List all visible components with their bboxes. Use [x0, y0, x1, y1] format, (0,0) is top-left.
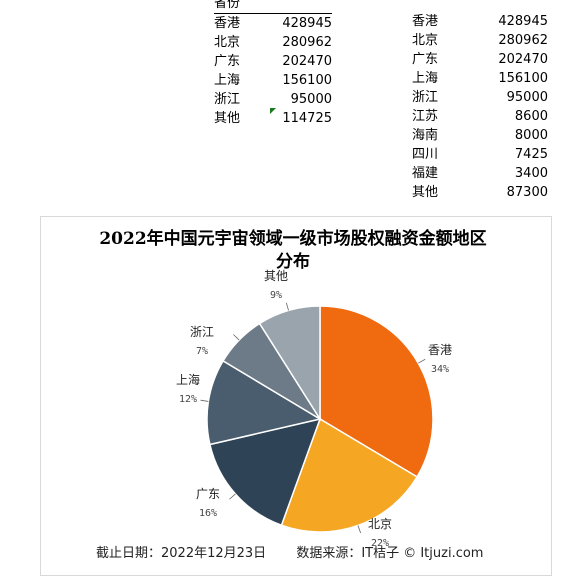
table-row: 四川 7425 — [412, 145, 548, 164]
table-row: 广东 202470 — [214, 52, 332, 71]
table-row: 浙江 95000 — [214, 90, 332, 109]
leader-line — [200, 399, 209, 402]
chart-title-line1: 2022年中国元宇宙领域一级市场股权融资金额地区 — [99, 229, 487, 249]
row-label: 浙江 — [412, 90, 439, 105]
left-data-table: 省份 香港 428945 北京 280962 广东 202470 上海 156100 浙江 950… — [214, 0, 332, 128]
row-label: 上海 — [214, 73, 241, 88]
row-value: 428945 — [282, 16, 332, 31]
row-value: 202470 — [282, 54, 332, 69]
table-row: 上海 156100 — [412, 69, 548, 88]
table-row: 海南 8000 — [412, 126, 548, 145]
row-label: 广东 — [214, 54, 241, 69]
pie-slice — [258, 305, 321, 422]
footer-date: 截止日期：2022年12月23日 — [96, 546, 267, 561]
table-row: 香港 428945 — [214, 14, 332, 33]
table-row: 其他 114725 — [214, 109, 332, 128]
row-label: 香港 — [412, 14, 439, 29]
slice-percent: 12% — [179, 394, 197, 405]
table-row: 福建 3400 — [412, 164, 548, 183]
leader-line — [229, 493, 236, 500]
row-value: 156100 — [282, 73, 332, 88]
row-value: 114725 — [282, 111, 332, 126]
table-row: 浙江 95000 — [412, 88, 548, 107]
slice-label: 广东 — [196, 487, 220, 501]
table-row: 香港 428945 — [412, 12, 548, 31]
footer-source: 数据来源：IT桔子 © Itjuzi.com — [296, 546, 484, 561]
slice-percent: 9% — [270, 290, 282, 301]
pie-slice — [319, 305, 434, 478]
row-value: 87300 — [506, 185, 548, 200]
right-data-table: 香港 428945 北京 280962 广东 202470 上海 156100 浙江 95000 江… — [412, 12, 548, 202]
table-row: 其他 87300 — [412, 183, 548, 202]
slice-label: 上海 — [176, 372, 200, 387]
row-value: 7425 — [514, 147, 548, 162]
leader-line — [418, 358, 426, 364]
table-row: 广东 202470 — [412, 50, 548, 69]
leader-line — [285, 302, 289, 311]
leader-line — [357, 525, 362, 534]
row-label: 北京 — [412, 33, 439, 48]
row-label: 四川 — [412, 147, 439, 162]
row-label: 上海 — [412, 71, 439, 86]
pie-slice — [209, 417, 322, 527]
slice-label: 其他 — [264, 269, 288, 283]
row-label: 海南 — [412, 128, 439, 143]
slice-label: 香港 — [428, 343, 452, 357]
row-value: 202470 — [498, 52, 548, 67]
cell-error-flag-icon — [270, 108, 276, 114]
row-label: 其他 — [412, 185, 439, 200]
chart-title-line2: 分布 — [276, 252, 310, 272]
table-row: 北京 280962 — [214, 33, 332, 52]
table-row: 北京 280962 — [412, 31, 548, 50]
row-label: 江苏 — [412, 109, 439, 124]
row-label: 福建 — [412, 166, 439, 181]
slice-label: 浙江 — [190, 325, 214, 339]
row-value: 280962 — [282, 35, 332, 50]
pie-slice — [206, 359, 322, 446]
row-value: 428945 — [498, 14, 548, 29]
table-header: 省份 — [214, 0, 332, 14]
row-value: 8600 — [514, 109, 548, 124]
row-value: 3400 — [514, 166, 548, 181]
slice-percent: 34% — [431, 364, 449, 375]
slice-percent: 22% — [371, 538, 389, 549]
row-value: 95000 — [290, 92, 332, 107]
slice-label: 北京 — [368, 517, 392, 531]
row-value: 95000 — [506, 90, 548, 105]
table-row: 江苏 8600 — [412, 107, 548, 126]
row-value: 156100 — [498, 71, 548, 86]
pie-chart: 香港 34% 北京 22% 广东 16% 上海 12% 浙江 7% 其他 9% — [176, 269, 452, 549]
row-value: 8000 — [514, 128, 548, 143]
row-label: 香港 — [214, 16, 241, 31]
chart-title: 2022年中国元宇宙领域一级市场股权融资金额地区 分布 — [0, 228, 586, 274]
slice-percent: 16% — [199, 508, 217, 519]
leader-line — [233, 334, 240, 341]
row-value: 280962 — [498, 33, 548, 48]
row-label: 广东 — [412, 52, 439, 67]
chart-footer: 截止日期：2022年12月23日 数据来源：IT桔子 © Itjuzi.com — [96, 542, 509, 561]
header-label: 省份 — [214, 0, 241, 11]
row-label: 其他 — [214, 111, 241, 126]
row-label: 北京 — [214, 35, 241, 50]
table-row: 上海 156100 — [214, 71, 332, 90]
row-label: 浙江 — [214, 92, 241, 107]
slice-percent: 7% — [196, 346, 208, 357]
